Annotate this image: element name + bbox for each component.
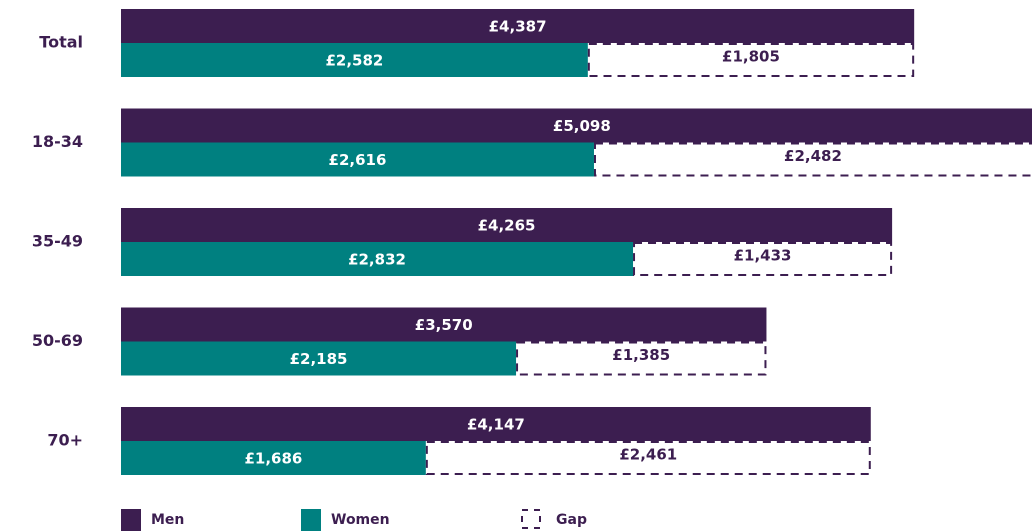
bar-women [121,441,426,475]
value-label: £1,805 [722,48,780,66]
value-label: £2,582 [325,52,383,70]
value-label: £2,482 [784,147,842,165]
category-label: 35-49 [32,232,83,251]
category-label: 18-34 [32,132,83,151]
value-label: £2,832 [348,251,406,269]
value-label: £1,433 [734,247,792,265]
legend-label: Gap [556,512,587,528]
value-label: £2,461 [619,446,677,464]
value-label: £1,385 [612,346,670,364]
bar-gap [587,43,915,77]
legend-label: Men [151,512,184,528]
value-label: £4,387 [489,18,547,36]
value-label: £4,147 [467,416,525,434]
bar-women [121,242,634,276]
value-label: £1,686 [244,450,302,468]
bar-men [121,407,871,441]
legend-label: Women [331,512,390,528]
value-label: £3,570 [415,316,473,334]
bar-women [121,43,588,77]
bar-women [121,142,594,177]
value-label: £2,616 [329,151,387,169]
value-label: £2,185 [290,350,348,368]
bar-gap [593,142,1032,177]
legend-swatch [301,509,321,531]
bar-men [121,208,893,242]
category-label: 50-69 [32,331,83,350]
bar-women [121,341,517,376]
bar-gap [633,242,893,276]
bar-men [121,108,1032,143]
category-label: 70+ [47,431,83,450]
bar-men [121,307,767,342]
legend-swatch [521,509,541,529]
bar-men [121,9,915,43]
legend-swatch [121,509,141,531]
value-label: £4,265 [478,217,536,235]
category-label: Total [39,33,83,52]
value-label: £5,098 [553,117,611,135]
